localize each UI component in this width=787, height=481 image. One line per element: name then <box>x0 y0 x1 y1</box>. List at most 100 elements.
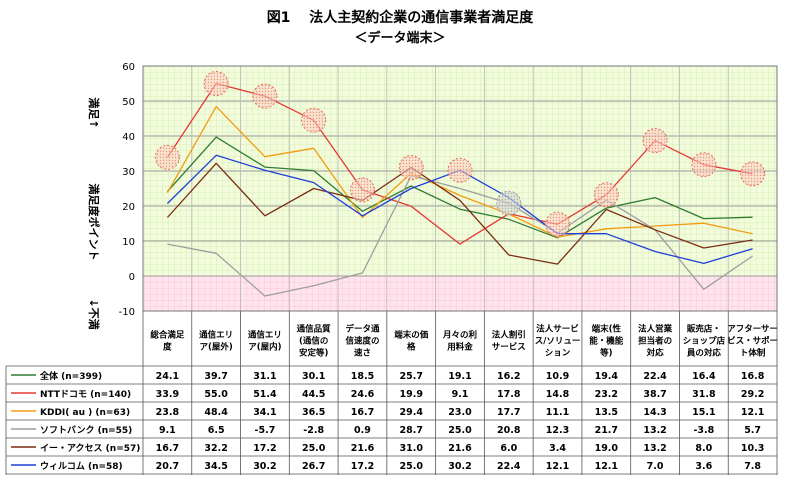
data-table: 全体 (n=399) 24.1 39.7 31.1 30.1 18.5 25.7 19.1 16… <box>5 311 778 475</box>
highlight-marker <box>593 182 619 208</box>
table-cell: 48.4 <box>204 407 228 418</box>
table-cell: 21.6 <box>351 443 375 454</box>
x-tick-label: 通信エリア(屋外) <box>199 330 233 353</box>
table-cell: 17.7 <box>497 407 520 418</box>
highlight-marker <box>252 83 278 109</box>
table-cell: 19.0 <box>595 443 619 454</box>
legend-label: ウィルコム (n=58) <box>40 461 123 472</box>
table-cell: 25.7 <box>400 371 423 382</box>
x-tick-label: 月々の利用料金 <box>442 330 477 353</box>
table-cell: 21.6 <box>448 443 472 454</box>
table-cell: 25.0 <box>302 443 326 454</box>
table-cell: 32.2 <box>204 443 227 454</box>
table-cell: 15.1 <box>692 407 715 418</box>
series-line <box>166 162 753 265</box>
table-cell: 12.1 <box>595 461 618 472</box>
table-cell: 0.9 <box>354 425 371 436</box>
table-cell: 16.7 <box>156 443 179 454</box>
highlight-marker <box>740 161 766 187</box>
table-cell: 11.1 <box>546 407 569 418</box>
table-cell: 18.5 <box>351 371 374 382</box>
table-cell: 25.0 <box>448 425 472 436</box>
table-cell: 21.7 <box>595 425 618 436</box>
highlight-marker <box>301 107 327 133</box>
table-cell: 6.0 <box>500 443 517 454</box>
table-cell: 30.1 <box>302 371 325 382</box>
table-cell: 8.0 <box>695 443 712 454</box>
table-cell: 30.2 <box>448 461 471 472</box>
table-cell: 24.6 <box>351 389 375 400</box>
y-label-bottom: ↓不満 <box>87 298 101 329</box>
table-cell: 34.5 <box>204 461 227 472</box>
x-tick-label: アフターサービス・サポート体制 <box>727 324 778 359</box>
y-tick-label: 60 <box>122 62 135 73</box>
legend-label: 全体 (n=399) <box>39 370 102 382</box>
table-cell: 19.4 <box>595 371 619 382</box>
table-cell: 6.5 <box>208 425 225 436</box>
table-cell: 14.3 <box>643 407 666 418</box>
highlight-marker <box>691 152 717 178</box>
table-cell: 9.1 <box>159 425 176 436</box>
y-tick-label: 40 <box>122 132 135 143</box>
x-tick-label: 端末の価格 <box>394 330 429 353</box>
table-cell: 17.2 <box>253 443 276 454</box>
table-cell: 13.2 <box>643 425 666 436</box>
y-tick-label: 20 <box>122 202 135 213</box>
table-cell: 10.9 <box>546 371 569 382</box>
table-cell: 12.1 <box>546 461 569 472</box>
table-cell: 55.0 <box>204 389 228 400</box>
table-cell: 38.7 <box>643 389 666 400</box>
x-tick-label: 総合満足度 <box>150 330 185 353</box>
table-cell: 29.4 <box>400 407 424 418</box>
table-cell: 12.3 <box>546 425 569 436</box>
table-cell: 14.8 <box>546 389 570 400</box>
table-cell: 24.1 <box>156 371 179 382</box>
table-cell: 29.2 <box>741 389 764 400</box>
table-cell: 5.7 <box>744 425 761 436</box>
table-cell: 9.1 <box>452 389 469 400</box>
legend-label: KDDI( au ) (n=63) <box>40 408 130 418</box>
x-tick-label: 販売店・ショップ店員の対応 <box>683 324 726 359</box>
table-cell: 25.0 <box>400 461 424 472</box>
legend-label: NTTドコモ (n=140) <box>40 389 131 400</box>
highlight-markers <box>154 71 766 237</box>
table-cell: 13.2 <box>643 443 666 454</box>
x-tick-label: 通信エリア(屋内) <box>248 330 282 353</box>
table-cell: 28.7 <box>400 425 423 436</box>
table-cell: 26.7 <box>302 461 325 472</box>
highlight-marker <box>349 177 375 203</box>
table-cell: 23.2 <box>595 389 618 400</box>
highlight-marker <box>447 157 473 183</box>
highlight-marker <box>642 128 668 154</box>
table-cell: 16.7 <box>351 407 374 418</box>
table-cell: 22.4 <box>643 371 667 382</box>
table-cell: 3.6 <box>695 461 712 472</box>
highlight-marker <box>496 190 522 216</box>
chart-title: 図1 法人主契約企業の通信事業者満足度 <box>267 9 535 26</box>
table-cell: 23.0 <box>448 407 472 418</box>
x-tick-label: 法人割引サービス <box>492 330 526 353</box>
highlight-marker <box>154 144 180 170</box>
table-cell: 34.1 <box>253 407 276 418</box>
table-cell: 51.4 <box>253 389 277 400</box>
table-cell: 13.5 <box>595 407 618 418</box>
grid-lines <box>142 65 778 312</box>
table-cell: 17.8 <box>497 389 521 400</box>
table-cell: 31.0 <box>400 443 424 454</box>
table-cell: 22.4 <box>497 461 521 472</box>
table-cell: 10.3 <box>741 443 764 454</box>
table-cell: 3.4 <box>549 443 566 454</box>
x-tick-label: 法人営業担当者の対応 <box>638 324 673 359</box>
y-tick-label: 50 <box>122 97 135 108</box>
table-cell: 17.2 <box>351 461 374 472</box>
y-label-top: 満足↑ <box>87 97 101 128</box>
y-axis: -10 0 10 20 30 40 50 60 <box>119 62 135 318</box>
y-label-mid: 満足度ポイント <box>87 184 101 261</box>
table-cell: 19.1 <box>448 371 471 382</box>
plot-border <box>142 65 778 312</box>
y-tick-label: -10 <box>119 307 135 318</box>
legend-label: イー・アクセス (n=57) <box>40 443 140 454</box>
table-cell: 7.8 <box>744 461 761 472</box>
